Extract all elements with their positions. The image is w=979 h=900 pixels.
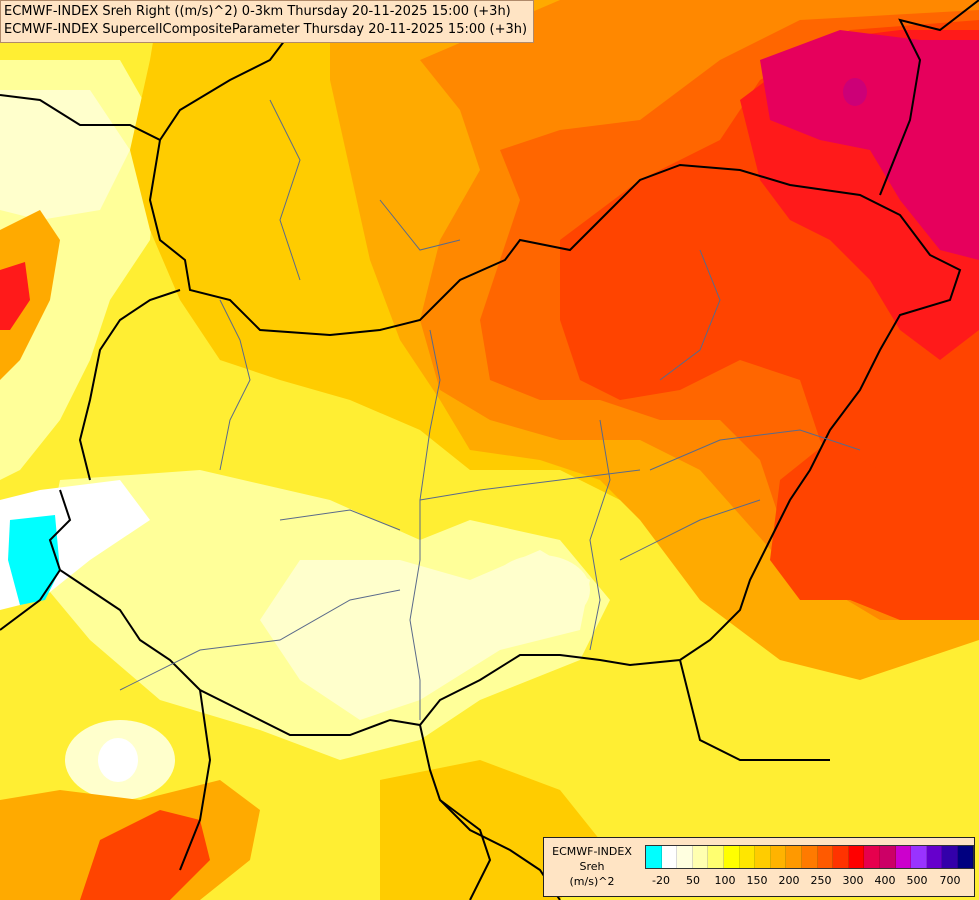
legend-swatch <box>646 846 662 868</box>
field-white-sw <box>98 738 138 782</box>
legend-swatch <box>801 846 818 868</box>
legend-tick-label: 200 <box>778 874 800 887</box>
header-line-1: ECMWF-INDEX Sreh Right ((m/s)^2) 0-3km T… <box>4 4 511 19</box>
color-legend: ECMWF-INDEX Sreh (m/s)^2 -20 50 100 150 200 2… <box>543 837 975 897</box>
legend-tick-label: 300 <box>842 874 864 887</box>
field-crimson-ne <box>760 30 979 260</box>
legend-swatch <box>739 846 756 868</box>
legend-swatch <box>817 846 834 868</box>
legend-tick-label: 50 <box>686 874 700 887</box>
legend-swatch <box>926 846 943 868</box>
legend-tick-label: 400 <box>874 874 896 887</box>
legend-swatch <box>833 846 849 868</box>
legend-swatch <box>723 846 740 868</box>
legend-title-line-3: (m/s)^2 <box>569 875 615 888</box>
rivers <box>119 99 861 720</box>
legend-swatch <box>879 846 896 868</box>
legend-swatch <box>942 846 958 868</box>
field-orange-west <box>0 210 60 380</box>
legend-ticks: -20 50 100 150 200 250 300 400 500 700 <box>645 874 975 890</box>
legend-title-line-1: ECMWF-INDEX <box>552 845 632 858</box>
legend-swatches <box>645 845 975 869</box>
legend-swatch <box>677 846 693 868</box>
legend-tick-label: 250 <box>810 874 832 887</box>
field-red-sw <box>80 810 210 900</box>
legend-tick-label: 700 <box>939 874 961 887</box>
legend-title-line-2: Sreh <box>579 860 605 873</box>
legend-swatch <box>755 846 771 868</box>
legend-swatch <box>770 846 787 868</box>
field-red-east <box>770 440 979 620</box>
legend-tick-label: 150 <box>746 874 768 887</box>
header-line-2: ECMWF-INDEX SupercellCompositeParameter … <box>4 22 528 37</box>
field-white-spot-center <box>490 555 590 625</box>
legend-swatch <box>895 846 912 868</box>
legend-swatch <box>692 846 709 868</box>
legend-swatch <box>957 846 974 868</box>
legend-swatch <box>864 846 880 868</box>
legend-swatch <box>708 846 724 868</box>
legend-swatch <box>911 846 927 868</box>
legend-tick-label: 100 <box>714 874 736 887</box>
legend-swatch <box>661 846 678 868</box>
field-pale-nw <box>0 90 130 220</box>
legend-tick-label: 500 <box>906 874 928 887</box>
map-header: ECMWF-INDEX Sreh Right ((m/s)^2) 0-3km T… <box>0 0 535 43</box>
legend-tick-label: -20 <box>652 874 670 887</box>
field-magenta-spot <box>843 78 867 106</box>
field-cyan-west <box>8 515 60 605</box>
field-red-west <box>0 262 30 330</box>
legend-swatch <box>848 846 865 868</box>
legend-swatch <box>786 846 802 868</box>
legend-title: ECMWF-INDEX Sreh (m/s)^2 <box>547 844 637 889</box>
